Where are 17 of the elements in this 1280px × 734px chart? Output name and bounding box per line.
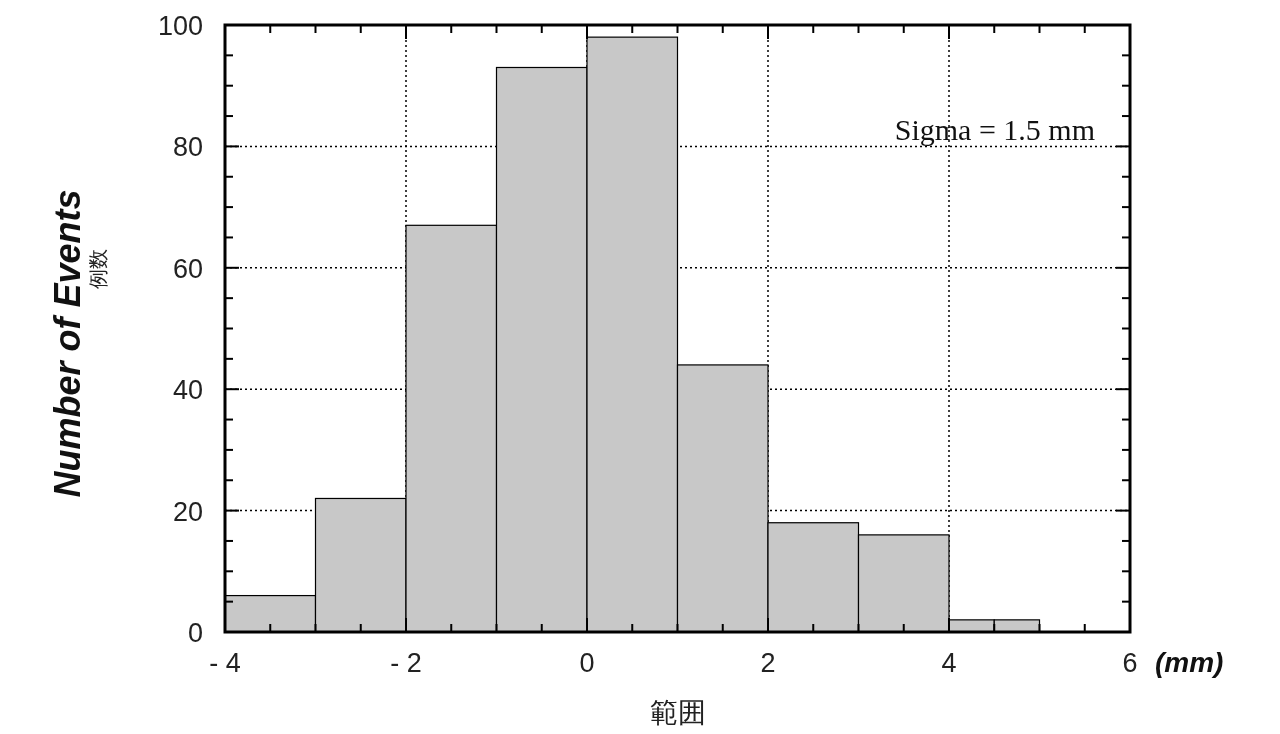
annotation: Sigma = 1.5 mm	[894, 113, 1095, 146]
y-tick-label: 0	[187, 618, 203, 648]
y-axis-title: Number of Events	[47, 189, 88, 498]
y-tick-label: 40	[172, 375, 203, 406]
x-axis-title: 範囲	[649, 697, 706, 728]
y-tick-label: 60	[172, 253, 203, 284]
text: (mm)	[1155, 647, 1224, 678]
y-tick-label: 20	[172, 496, 203, 527]
text: 例数	[87, 248, 109, 289]
y-tick-label: 80	[172, 132, 203, 163]
y-tick-label: 100	[157, 11, 203, 41]
x-tick-label: 0	[579, 648, 595, 678]
x-tick-label: 2	[760, 648, 776, 678]
x-tick-label: 6	[1122, 648, 1138, 678]
x-tick-label: - 4	[209, 648, 241, 678]
x-tick-label: 4	[941, 648, 957, 678]
x-tick-label: - 2	[390, 648, 422, 678]
